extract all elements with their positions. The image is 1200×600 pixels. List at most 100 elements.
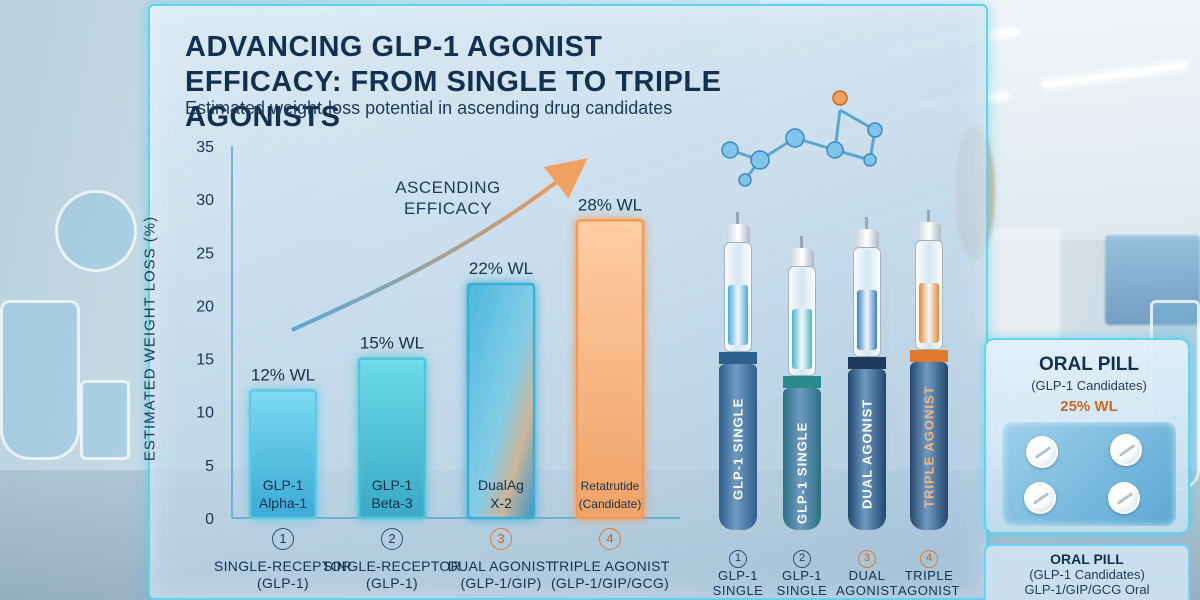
pen-number-badge: 2 xyxy=(793,550,811,568)
pen-caption-line: SINGLE xyxy=(776,583,828,598)
pill-icon xyxy=(1024,482,1056,514)
bar-inner-label: GLP-1 xyxy=(372,477,413,493)
chart-subtitle: Estimated weight-loss potential in ascen… xyxy=(185,98,673,118)
category-label-line: (GLP-1/GIP) xyxy=(460,575,542,591)
bar-value-label: 15% WL xyxy=(360,334,424,353)
bar-3 xyxy=(466,282,536,520)
pen-color-band xyxy=(910,350,948,362)
pen-number-badge: 1 xyxy=(729,550,747,568)
category-label-line: (GLP-1/GIP/GCG) xyxy=(550,575,670,591)
pen-cap xyxy=(790,248,814,268)
pen-caption-line: GLP-1 xyxy=(781,568,823,583)
pill-icon xyxy=(1110,434,1142,466)
arrow-label-line2: EFFICACY xyxy=(404,199,492,218)
pen-caption-line: TRIPLE xyxy=(904,568,954,583)
y-tick-label: 25 xyxy=(196,245,214,262)
pen-cap xyxy=(917,222,941,242)
category-label: DUAL AGONIST (GLP-1/GIP) xyxy=(431,558,571,592)
pill-icon xyxy=(1026,436,1058,468)
category-label-line: DUAL AGONIST xyxy=(447,558,555,574)
pen-needle xyxy=(736,212,739,224)
category-label-line: SINGLE-RECEPTOR xyxy=(322,558,462,574)
category-number-badge: 4 xyxy=(599,528,621,550)
category-label-group: 2 SINGLE-RECEPTOR (GLP-1) xyxy=(322,528,462,592)
category-label-line: SINGLE-RECEPTOR xyxy=(213,558,353,574)
bar-inner-label: Retatrutide xyxy=(581,479,640,493)
y-tick-label: 5 xyxy=(205,458,214,475)
pen-caption-line: AGONIST xyxy=(897,583,960,598)
pen-number-badge: 3 xyxy=(858,550,876,568)
bar-1 xyxy=(248,389,318,520)
arrow-label-line1: ASCENDING xyxy=(395,178,501,197)
injection-pen-3: DUAL AGONIST xyxy=(848,217,886,530)
pen-fluid xyxy=(919,283,939,343)
pen-fluid xyxy=(792,309,812,369)
pen-body: TRIPLE AGONIST xyxy=(910,362,948,530)
pen-needle xyxy=(865,217,868,229)
bar-inner-label: GLP-1 xyxy=(263,477,304,493)
oral-pill-subtitle: (GLP-1 Candidates) xyxy=(1031,378,1147,393)
pen-color-band xyxy=(719,352,757,364)
molecule-icon xyxy=(721,90,883,187)
category-label-line: (GLP-1) xyxy=(257,575,309,591)
pen-body: GLP-1 SINGLE xyxy=(783,388,821,530)
y-tick-label: 10 xyxy=(196,405,214,422)
pen-caption-line: DUAL xyxy=(848,568,886,583)
pen-body: GLP-1 SINGLE xyxy=(719,364,757,530)
category-label-group: 4 TRIPLE AGONIST (GLP-1/GIP/GCG) xyxy=(540,528,680,592)
round-flask xyxy=(55,190,137,272)
pen-cartridge-window xyxy=(915,240,943,350)
pen-body: DUAL AGONIST xyxy=(848,369,886,530)
injection-pen-2: GLP-1 SINGLE xyxy=(783,236,821,530)
pen-cartridge-window xyxy=(788,266,816,376)
pen-needle xyxy=(800,236,803,248)
category-number-badge: 2 xyxy=(381,528,403,550)
pen-cap xyxy=(855,229,879,249)
oral-pill-card: ORAL PILL (GLP-1 Candidates) 25% WL xyxy=(984,338,1190,534)
pen-body-label: GLP-1 SINGLE xyxy=(794,421,810,525)
injection-pen-4: TRIPLE AGONIST xyxy=(910,210,948,530)
pen-caption-group: 4 TRIPLE AGONIST xyxy=(889,548,969,598)
pen-cartridge-window xyxy=(724,242,752,352)
pen-body-label: TRIPLE AGONIST xyxy=(921,385,937,509)
bar-value-label: 28% WL xyxy=(578,195,642,214)
category-label-group: 3 DUAL AGONIST (GLP-1/GIP) xyxy=(431,528,571,592)
bar-inner-label: X-2 xyxy=(490,495,512,511)
category-label-group: 1 SINGLE-RECEPTOR (GLP-1) xyxy=(213,528,353,592)
oral-pill-value: 25% WL xyxy=(1060,398,1118,415)
pen-fluid xyxy=(728,285,748,345)
category-label: TRIPLE AGONIST (GLP-1/GIP/GCG) xyxy=(540,558,680,592)
pen-fluid xyxy=(857,290,877,350)
bar-inner-label: Alpha-1 xyxy=(259,495,307,511)
oral-footer-title: ORAL PILL xyxy=(1050,551,1124,567)
oral-pill-footer: ORAL PILL (GLP-1 Candidates) GLP-1/GIP/G… xyxy=(984,544,1190,600)
category-number-badge: 1 xyxy=(272,528,294,550)
oral-footer-line1: (GLP-1 Candidates) xyxy=(1029,567,1145,582)
pill-icon xyxy=(1108,482,1140,514)
pen-caption-line: SINGLE xyxy=(712,583,764,598)
oral-footer-line2: GLP-1/GIP/GCG Oral xyxy=(1024,582,1150,597)
category-label: SINGLE-RECEPTOR (GLP-1) xyxy=(322,558,462,592)
y-tick-label: 30 xyxy=(196,192,214,209)
pen-caption-line: GLP-1 xyxy=(717,568,759,583)
pen-body-label: DUAL AGONIST xyxy=(859,398,875,510)
y-tick-label: 20 xyxy=(196,298,214,315)
pen-caption-group: 1 GLP-1 SINGLE xyxy=(698,548,778,598)
injection-pen-1: GLP-1 SINGLE xyxy=(719,212,757,530)
pen-body-label: GLP-1 SINGLE xyxy=(730,397,746,501)
pen-number-badge: 4 xyxy=(920,550,938,568)
category-label: SINGLE-RECEPTOR (GLP-1) xyxy=(213,558,353,592)
flask-left-2 xyxy=(80,380,130,460)
category-label-line: (GLP-1) xyxy=(366,575,418,591)
bar-4 xyxy=(575,219,645,520)
bar-inner-label: DualAg xyxy=(478,477,524,493)
bar-inner-label: (Candidate) xyxy=(579,497,642,511)
bar-inner-label: Beta-3 xyxy=(371,495,412,511)
ascending-efficacy-arrow xyxy=(291,158,588,332)
pen-caption-group: 2 GLP-1 SINGLE xyxy=(762,548,842,598)
flask-left xyxy=(0,300,80,460)
pen-caption-line: AGONIST xyxy=(835,583,898,598)
y-tick-label: 35 xyxy=(196,139,214,156)
y-tick-label: 15 xyxy=(196,352,214,369)
